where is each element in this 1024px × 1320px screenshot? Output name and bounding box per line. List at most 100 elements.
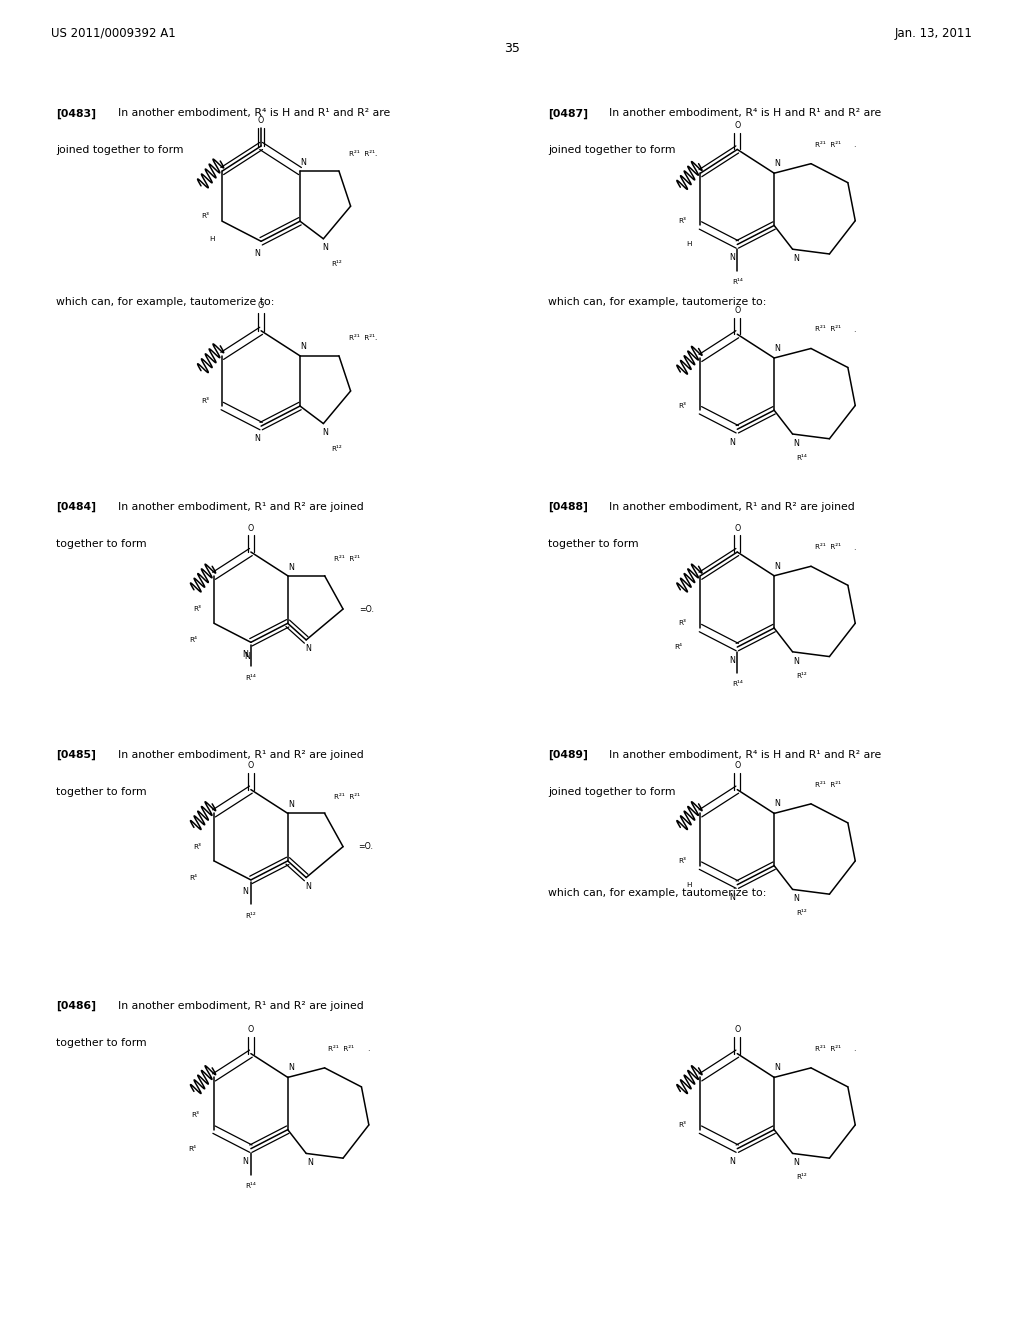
Text: R³: R³: [194, 843, 202, 850]
Text: N: N: [729, 1158, 734, 1167]
Text: R²¹  R²¹: R²¹ R²¹: [334, 793, 359, 800]
Text: O: O: [734, 1026, 740, 1035]
Text: H: H: [687, 882, 692, 887]
Text: In another embodiment, R¹ and R² are joined: In another embodiment, R¹ and R² are joi…: [609, 502, 855, 512]
Text: N: N: [794, 657, 799, 665]
Text: R³: R³: [678, 1122, 686, 1127]
Text: O: O: [734, 121, 740, 131]
Text: N: N: [245, 652, 250, 661]
Text: H: H: [687, 242, 692, 247]
Text: N: N: [243, 887, 248, 896]
Text: R⁴: R⁴: [674, 644, 682, 649]
Text: N: N: [288, 1064, 294, 1072]
Text: .: .: [853, 140, 856, 149]
Text: N: N: [288, 800, 294, 809]
Text: R¹²: R¹²: [797, 1175, 807, 1180]
Text: N: N: [254, 434, 260, 444]
Text: N: N: [243, 649, 248, 659]
Text: O: O: [258, 116, 264, 125]
Text: N: N: [794, 895, 799, 903]
Text: R¹²: R¹²: [797, 673, 807, 678]
Text: [0489]: [0489]: [548, 750, 588, 760]
Text: In another embodiment, R⁴ is H and R¹ and R² are: In another embodiment, R⁴ is H and R¹ an…: [609, 750, 882, 760]
Text: H: H: [210, 236, 215, 242]
Text: R¹⁴: R¹⁴: [732, 681, 742, 688]
Text: .: .: [367, 1044, 370, 1053]
Text: N: N: [729, 894, 734, 903]
Text: R¹⁴: R¹⁴: [246, 1183, 256, 1189]
Text: N: N: [774, 562, 780, 570]
Text: In another embodiment, R¹ and R² are joined: In another embodiment, R¹ and R² are joi…: [118, 1001, 364, 1011]
Text: N: N: [729, 253, 734, 263]
Text: .: .: [853, 1044, 856, 1053]
Text: R²¹  R²¹: R²¹ R²¹: [815, 781, 841, 788]
Text: together to form: together to form: [56, 1038, 147, 1048]
Text: N: N: [794, 1159, 799, 1167]
Text: joined together to form: joined together to form: [56, 145, 184, 156]
Text: R²¹  R²¹: R²¹ R²¹: [815, 141, 841, 148]
Text: N: N: [307, 1159, 312, 1167]
Text: R²¹  R²¹: R²¹ R²¹: [815, 326, 841, 333]
Text: [0483]: [0483]: [56, 108, 96, 119]
Text: In another embodiment, R¹ and R² are joined: In another embodiment, R¹ and R² are joi…: [118, 750, 364, 760]
Text: .: .: [853, 543, 856, 552]
Text: R¹⁴: R¹⁴: [732, 279, 742, 285]
Text: R¹²: R¹²: [246, 912, 256, 919]
Text: N: N: [794, 255, 799, 263]
Text: R⁴: R⁴: [187, 1146, 196, 1151]
Text: N: N: [305, 882, 311, 891]
Text: which can, for example, tautomerize to:: which can, for example, tautomerize to:: [56, 297, 274, 308]
Text: R³: R³: [678, 218, 686, 223]
Text: =O.: =O.: [357, 842, 373, 851]
Text: O: O: [248, 1026, 254, 1035]
Text: In another embodiment, R⁴ is H and R¹ and R² are: In another embodiment, R⁴ is H and R¹ an…: [609, 108, 882, 119]
Text: R³: R³: [191, 1113, 200, 1118]
Text: R¹²: R¹²: [332, 446, 342, 451]
Text: R³: R³: [678, 858, 686, 863]
Text: R³: R³: [194, 606, 202, 612]
Text: R²¹  R²¹: R²¹ R²¹: [329, 1045, 354, 1052]
Text: N: N: [300, 342, 306, 351]
Text: N: N: [300, 157, 306, 166]
Text: N: N: [288, 562, 294, 572]
Text: R²¹  R²¹: R²¹ R²¹: [334, 556, 359, 562]
Text: US 2011/0009392 A1: US 2011/0009392 A1: [51, 26, 176, 40]
Text: R³: R³: [678, 620, 686, 626]
Text: N: N: [794, 440, 799, 447]
Text: N: N: [323, 243, 329, 252]
Text: In another embodiment, R⁴ is H and R¹ and R² are: In another embodiment, R⁴ is H and R¹ an…: [118, 108, 390, 119]
Text: R⁴: R⁴: [189, 638, 198, 643]
Text: O: O: [734, 306, 740, 315]
Text: R¹²: R¹²: [797, 911, 807, 916]
Text: O: O: [258, 301, 264, 310]
Text: Jan. 13, 2011: Jan. 13, 2011: [895, 26, 973, 40]
Text: O: O: [734, 524, 740, 533]
Text: R³: R³: [678, 403, 686, 408]
Text: O: O: [248, 524, 254, 533]
Text: O: O: [734, 762, 740, 771]
Text: together to form: together to form: [548, 539, 639, 549]
Text: [0488]: [0488]: [548, 502, 588, 512]
Text: =O.: =O.: [359, 605, 375, 614]
Text: In another embodiment, R¹ and R² are joined: In another embodiment, R¹ and R² are joi…: [118, 502, 364, 512]
Text: N: N: [729, 656, 734, 665]
Text: [0487]: [0487]: [548, 108, 588, 119]
Text: R²¹  R²¹: R²¹ R²¹: [815, 544, 841, 550]
Text: N: N: [323, 428, 329, 437]
Text: N: N: [305, 644, 311, 653]
Text: N: N: [254, 249, 260, 259]
Text: together to form: together to form: [56, 787, 147, 797]
Text: [0485]: [0485]: [56, 750, 96, 760]
Text: R³: R³: [201, 214, 209, 219]
Text: [0486]: [0486]: [56, 1001, 96, 1011]
Text: joined together to form: joined together to form: [548, 145, 676, 156]
Text: R²¹  R²¹.: R²¹ R²¹.: [348, 335, 377, 342]
Text: R³: R³: [201, 399, 209, 404]
Text: N: N: [774, 800, 780, 808]
Text: N: N: [729, 438, 734, 447]
Text: R⁴: R⁴: [189, 875, 198, 880]
Text: which can, for example, tautomerize to:: which can, for example, tautomerize to:: [548, 297, 766, 308]
Text: R¹⁴: R¹⁴: [246, 675, 256, 681]
Text: [0484]: [0484]: [56, 502, 96, 512]
Text: N: N: [774, 160, 780, 168]
